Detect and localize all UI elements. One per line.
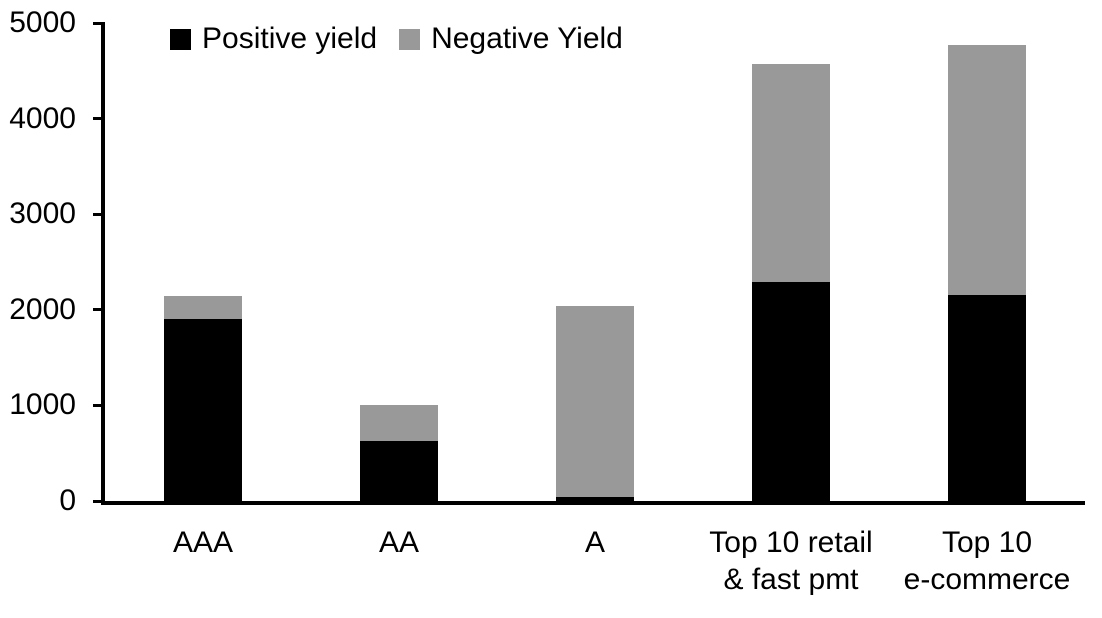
x-axis-label-aaa: AAA <box>172 526 234 559</box>
x-axis-label-aa: AA <box>378 526 420 559</box>
bar-segment-negative-yield-top-10-e-commerce <box>948 45 1026 295</box>
bar-segment-positive-yield-a <box>556 496 634 501</box>
legend-swatch-negative-yield <box>399 28 421 50</box>
plot-area <box>101 23 1085 505</box>
bar-segment-positive-yield-aaa <box>164 319 242 501</box>
bar-segment-negative-yield-a <box>556 305 634 497</box>
bar-segment-positive-yield-aa <box>360 441 438 501</box>
y-tick-mark-4000 <box>93 117 105 120</box>
legend-label-positive-yield: Positive yield <box>202 22 378 55</box>
y-tick-mark-2000 <box>93 308 105 311</box>
y-tick-mark-3000 <box>93 213 105 216</box>
y-tick-mark-1000 <box>93 404 105 407</box>
y-tick-label-3000: 3000 <box>9 197 76 231</box>
bar-segment-negative-yield-aaa <box>164 296 242 320</box>
x-axis-label-a: A <box>584 526 605 559</box>
bar-a <box>556 305 634 501</box>
x-axis-label-top-10-retail-fast-pmt: Top 10 retail & fast pmt <box>709 526 873 596</box>
x-axis-label-top-10-e-commerce: Top 10 e-commerce <box>903 526 1071 596</box>
y-tick-label-2000: 2000 <box>9 292 76 326</box>
legend: Positive yield Negative Yield <box>170 24 623 54</box>
bar-aa <box>360 404 438 501</box>
bar-segment-negative-yield-aa <box>360 404 438 442</box>
legend-item-negative-yield: Negative Yield <box>399 24 623 54</box>
bar-aaa <box>164 296 242 501</box>
bar-top-10-e-commerce <box>948 45 1026 501</box>
legend-item-positive-yield: Positive yield <box>170 24 377 54</box>
bar-top-10-retail-fast-pmt <box>752 64 830 501</box>
y-tick-label-0: 0 <box>59 484 76 517</box>
y-tick-mark-5000 <box>93 22 105 25</box>
y-tick-label-5000: 5000 <box>9 6 76 39</box>
legend-label-negative-yield: Negative Yield <box>431 22 623 55</box>
bar-segment-positive-yield-top-10-retail-fast-pmt <box>752 282 830 501</box>
bar-segment-positive-yield-top-10-e-commerce <box>948 294 1026 501</box>
y-tick-mark-0 <box>93 500 105 503</box>
y-tick-label-4000: 4000 <box>9 101 76 135</box>
y-tick-label-1000: 1000 <box>9 388 76 422</box>
legend-swatch-positive-yield <box>170 28 191 50</box>
bar-segment-negative-yield-top-10-retail-fast-pmt <box>752 64 830 283</box>
